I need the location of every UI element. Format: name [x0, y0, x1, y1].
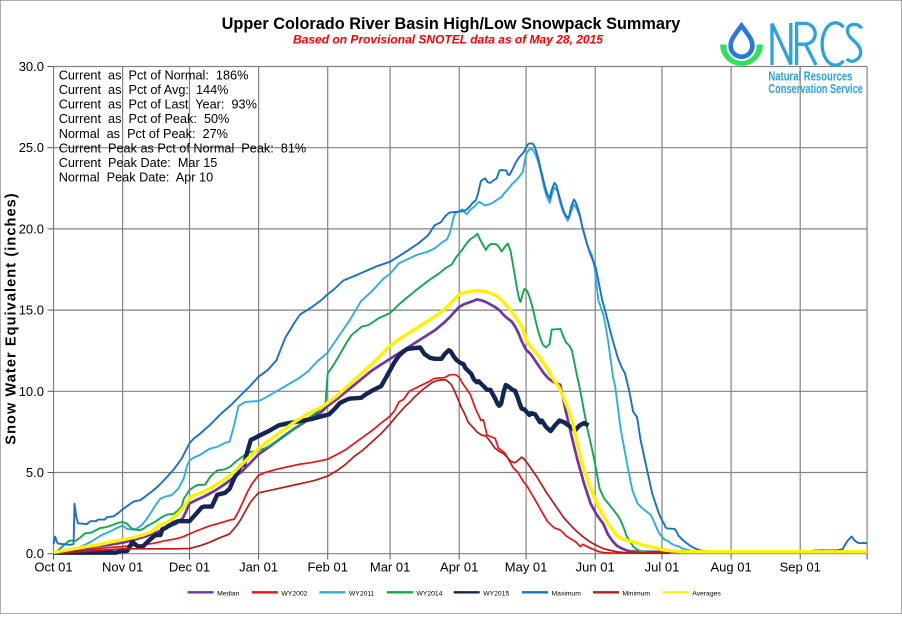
svg-text:Nov 01: Nov 01	[102, 560, 143, 575]
svg-text:Median: Median	[217, 591, 240, 598]
svg-text:Current as Pct of Last Year: Current as Pct of Last Year: 93%	[59, 98, 257, 112]
svg-text:Conservation Service: Conservation Service	[768, 82, 863, 96]
svg-text:Current as Pct of Normal: 1: Current as Pct of Normal: 186%	[59, 68, 249, 82]
svg-text:May 01: May 01	[505, 560, 548, 575]
svg-text:Dec 01: Dec 01	[169, 560, 210, 575]
svg-text:Aug 01: Aug 01	[710, 560, 751, 575]
svg-text:WY2011: WY2011	[349, 591, 375, 598]
svg-text:20.0: 20.0	[19, 221, 44, 236]
svg-text:WY2014: WY2014	[416, 591, 442, 598]
svg-text:Snow Water Equivalent (inches): Snow Water Equivalent (inches)	[4, 192, 20, 444]
svg-text:WY2002: WY2002	[281, 591, 307, 598]
svg-text:Apr 01: Apr 01	[440, 560, 478, 575]
svg-text:Mar 01: Mar 01	[370, 560, 410, 575]
svg-text:10.0: 10.0	[19, 384, 44, 399]
svg-text:Jun 01: Jun 01	[576, 560, 615, 575]
svg-text:Current as Pct of Peak: 50%: Current as Pct of Peak: 50%	[59, 112, 230, 126]
svg-text:15.0: 15.0	[19, 303, 44, 318]
svg-text:Current Peak Date: Mar 15: Current Peak Date: Mar 15	[59, 156, 218, 170]
svg-text:Natural Resources: Natural Resources	[768, 70, 852, 84]
svg-text:Based on Provisional SNOTEL da: Based on Provisional SNOTEL data as of M…	[293, 33, 603, 47]
svg-text:Current Peak as Pct of Normal: Current Peak as Pct of Normal Peak: 81%	[59, 141, 307, 155]
svg-text:WY2015: WY2015	[483, 591, 509, 598]
svg-text:Feb 01: Feb 01	[307, 560, 347, 575]
svg-text:5.0: 5.0	[26, 465, 44, 480]
svg-text:Upper Colorado River Basin Hig: Upper Colorado River Basin High/Low Snow…	[222, 15, 681, 33]
svg-text:Normal Peak Date: Apr 10: Normal Peak Date: Apr 10	[59, 171, 213, 185]
svg-text:Oct 01: Oct 01	[34, 560, 72, 575]
svg-text:0.0: 0.0	[26, 546, 44, 561]
svg-text:Minimum: Minimum	[623, 591, 651, 598]
svg-text:Maximum: Maximum	[552, 591, 582, 598]
svg-text:30.0: 30.0	[19, 59, 44, 74]
svg-text:Normal as Pct of Peak: 27%: Normal as Pct of Peak: 27%	[59, 127, 228, 141]
svg-text:Current as Pct of Avg: 144%: Current as Pct of Avg: 144%	[59, 83, 229, 97]
svg-text:Jan 01: Jan 01	[239, 560, 278, 575]
svg-text:Averages: Averages	[692, 591, 721, 598]
svg-text:Sep 01: Sep 01	[780, 560, 821, 575]
svg-text:25.0: 25.0	[19, 140, 44, 155]
svg-text:Jul 01: Jul 01	[645, 560, 680, 575]
